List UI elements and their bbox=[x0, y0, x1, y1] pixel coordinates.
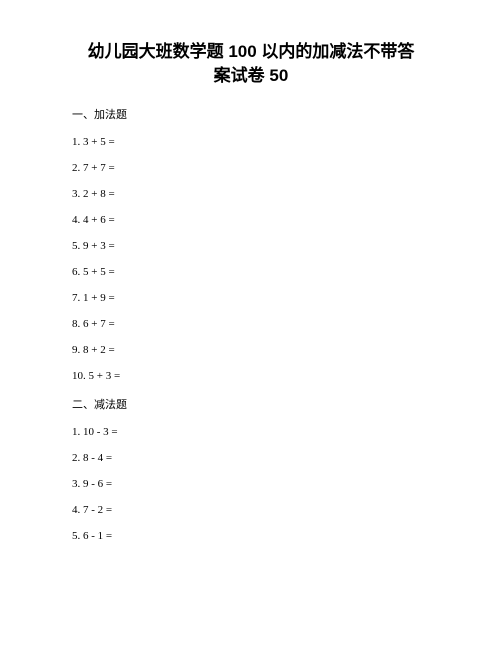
problem-item: 1. 10 - 3 = bbox=[72, 426, 430, 438]
document-title: 幼儿园大班数学题 100 以内的加减法不带答 案试卷 50 bbox=[72, 40, 430, 88]
section-1-header: 一、加法题 bbox=[72, 106, 430, 122]
title-line-1: 幼儿园大班数学题 100 以内的加减法不带答 bbox=[88, 42, 415, 61]
problem-item: 4. 4 + 6 = bbox=[72, 214, 430, 226]
problem-item: 2. 8 - 4 = bbox=[72, 452, 430, 464]
problem-item: 7. 1 + 9 = bbox=[72, 292, 430, 304]
problem-item: 4. 7 - 2 = bbox=[72, 504, 430, 516]
problem-item: 8. 6 + 7 = bbox=[72, 318, 430, 330]
problem-item: 5. 9 + 3 = bbox=[72, 240, 430, 252]
title-line-2: 案试卷 50 bbox=[214, 66, 289, 85]
problem-item: 1. 3 + 5 = bbox=[72, 136, 430, 148]
problem-item: 6. 5 + 5 = bbox=[72, 266, 430, 278]
problem-item: 10. 5 + 3 = bbox=[72, 370, 430, 382]
problem-item: 2. 7 + 7 = bbox=[72, 162, 430, 174]
problem-item: 3. 2 + 8 = bbox=[72, 188, 430, 200]
section-2-header: 二、减法题 bbox=[72, 396, 430, 412]
problem-item: 3. 9 - 6 = bbox=[72, 478, 430, 490]
problem-item: 5. 6 - 1 = bbox=[72, 530, 430, 542]
problem-item: 9. 8 + 2 = bbox=[72, 344, 430, 356]
